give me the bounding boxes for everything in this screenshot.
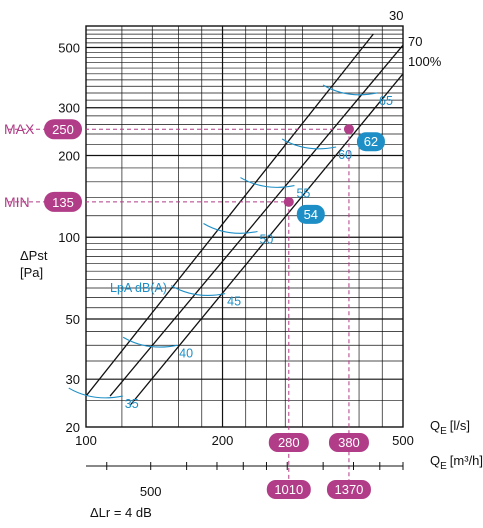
- pressure-pill: [44, 119, 82, 140]
- y-tick-label: 50: [66, 312, 80, 327]
- fan-curve-line: [129, 73, 404, 406]
- lpa-level-label: 65: [379, 94, 393, 108]
- curve-label: 70: [408, 34, 422, 49]
- chart-grid: [85, 25, 404, 428]
- y-tick-label: 300: [58, 101, 80, 116]
- flow-m3h-pill: [326, 480, 371, 499]
- y-tick-label: 200: [58, 149, 80, 164]
- x2-axis-label: QE [m³/h]: [430, 453, 483, 472]
- operating-point-label: MAX: [4, 121, 35, 137]
- axis-labels: ΔPst [Pa] QE [l/s] QE [m³/h] ΔLr = 4 dB Lp…: [20, 40, 483, 520]
- lpa-arc: [170, 285, 226, 296]
- level-pill-value: 54: [304, 207, 318, 222]
- operating-point-marker: [283, 196, 294, 207]
- level-pill-value: 62: [364, 134, 378, 149]
- pressure-pill-value: 135: [52, 195, 74, 210]
- curve-label: 100%: [408, 54, 442, 69]
- y-tick-label: 20: [66, 420, 80, 435]
- x2-tick-label: 500: [140, 484, 162, 499]
- lpa-arc: [203, 223, 258, 234]
- fan-curve-line: [85, 33, 374, 397]
- flow-m3h-pill: [266, 480, 311, 499]
- y-tick-label: 500: [58, 40, 80, 55]
- level-pill: [296, 204, 325, 224]
- fan-curve-line: [109, 44, 404, 397]
- x-axis-label: QE [l/s]: [430, 418, 470, 437]
- x-tick-label: 500: [392, 433, 414, 448]
- y-axis-unit: [Pa]: [20, 265, 43, 280]
- lr-note: ΔLr = 4 dB: [90, 505, 152, 520]
- flow-ls-pill: [328, 433, 369, 452]
- lpa-arc: [240, 177, 295, 188]
- lpa-arc: [322, 84, 378, 96]
- operating-point-label: MIN: [4, 194, 30, 210]
- lpa-label: LpA dB(A): [110, 281, 167, 295]
- operating-point-marker: [343, 124, 354, 135]
- lpa-level-label: 60: [338, 148, 352, 162]
- x-tick-label: 100: [75, 433, 97, 448]
- pressure-pill-value: 250: [52, 122, 74, 137]
- level-pill: [356, 132, 385, 152]
- flow-ls-pill-value: 280: [278, 435, 300, 450]
- operating-points: MIN 135 54 280 1010 MAX 250 62 380 1370: [4, 119, 385, 499]
- lpa-level-label: 45: [227, 295, 241, 309]
- flow-m3h-pill-value: 1010: [274, 482, 303, 497]
- y-axis-label: ΔPst: [20, 248, 48, 263]
- x-tick-label: 200: [212, 433, 234, 448]
- flow-ls-pill: [268, 433, 309, 452]
- lpa-level-label: 35: [125, 397, 139, 411]
- flow-ls-pill-value: 380: [338, 435, 360, 450]
- curve-label: 30: [389, 8, 403, 23]
- lpa-level-label: 50: [259, 232, 273, 246]
- lpa-level-arcs: 35 40 45 50 55 60 65: [68, 84, 393, 411]
- fan-curves: 30 70 100%: [85, 8, 442, 406]
- pressure-pill: [44, 191, 82, 212]
- lpa-level-label: 55: [296, 187, 310, 201]
- plot-frame: [85, 25, 404, 428]
- lpa-level-label: 40: [179, 346, 193, 360]
- lpa-arc: [122, 336, 178, 348]
- flow-m3h-pill-value: 1370: [334, 482, 363, 497]
- y-tick-label: 100: [58, 230, 80, 245]
- y-tick-label: 30: [66, 372, 80, 387]
- lpa-arc: [68, 387, 123, 399]
- lpa-arc: [281, 138, 337, 150]
